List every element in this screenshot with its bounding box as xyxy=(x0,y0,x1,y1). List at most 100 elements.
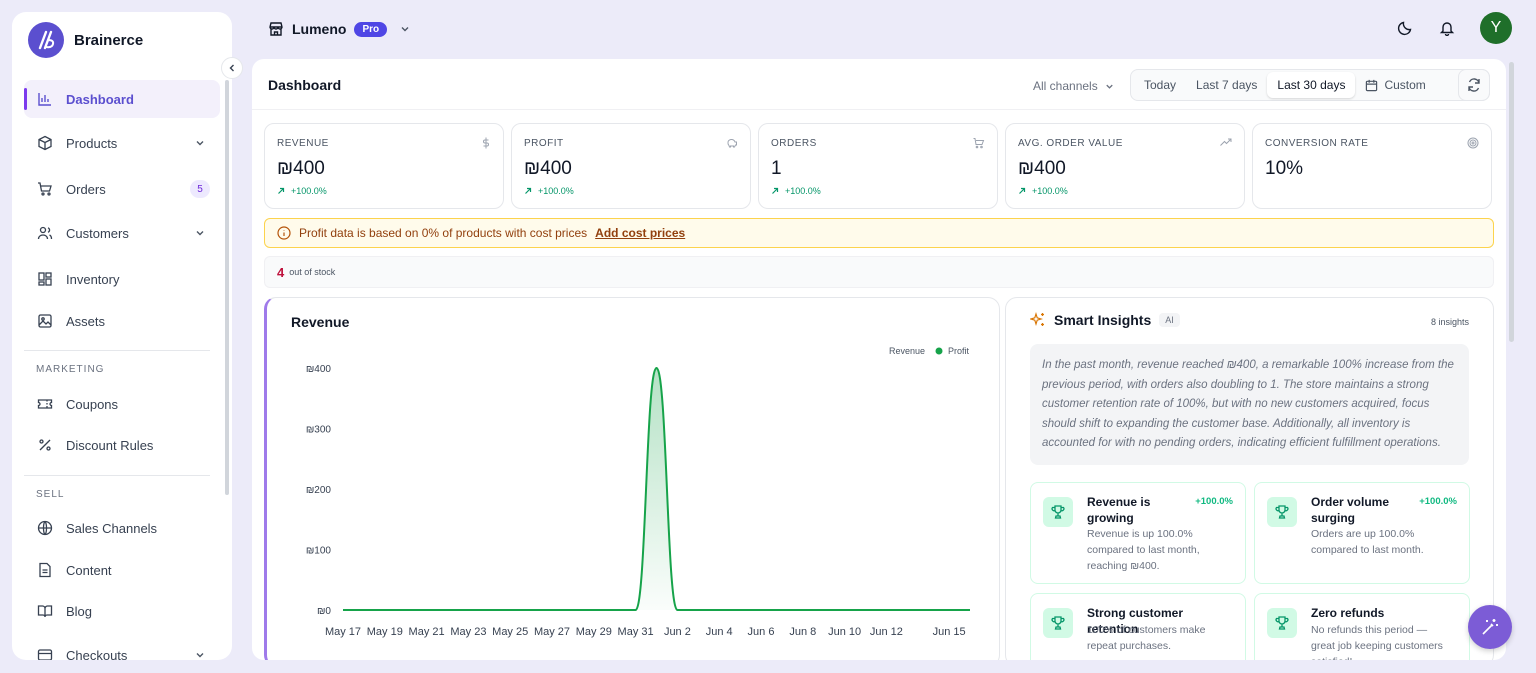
sidebar-divider xyxy=(24,350,210,351)
sidebar-item-dashboard[interactable]: Dashboard xyxy=(24,80,220,118)
refresh-button[interactable] xyxy=(1458,69,1490,101)
chevron-down-icon xyxy=(399,23,411,35)
x-tick-label: Jun 12 xyxy=(870,626,903,638)
store-switcher[interactable]: Lumeno Pro xyxy=(268,18,411,40)
sidebar-item-blog[interactable]: Blog xyxy=(24,592,220,630)
collapse-sidebar-button[interactable] xyxy=(221,57,243,79)
brand-name: Brainerce xyxy=(74,31,144,49)
insights-count: 8 insights xyxy=(1430,317,1469,327)
main-scrollbar[interactable] xyxy=(1509,62,1514,342)
avatar[interactable]: Y xyxy=(1480,12,1512,44)
trophy-icon xyxy=(1267,608,1297,638)
sidebar-item-checkouts[interactable]: Checkouts xyxy=(24,636,220,660)
chevron-down-icon xyxy=(194,227,206,239)
kpi-change-value: +100.0% xyxy=(1032,186,1068,196)
x-tick-label: May 31 xyxy=(618,626,654,638)
chevron-left-icon xyxy=(229,64,234,72)
chevron-down-icon xyxy=(194,137,206,149)
insight-description: Orders are up 100.0% compared to last mo… xyxy=(1311,528,1424,556)
range-30-days-button[interactable]: Last 30 days xyxy=(1267,72,1356,98)
sidebar-item-content[interactable]: Content xyxy=(24,551,220,589)
out-of-stock-banner[interactable]: 4 out of stock xyxy=(264,256,1494,288)
sidebar-scrollbar[interactable] xyxy=(225,80,229,495)
cart-icon xyxy=(36,180,54,198)
insight-title: Strong customer retention xyxy=(1087,606,1184,636)
out-of-stock-count: 4 xyxy=(277,264,285,280)
insight-description: Revenue is up 100.0% compared to last mo… xyxy=(1087,528,1200,572)
header-divider xyxy=(252,109,1506,110)
users-icon xyxy=(36,224,54,242)
section-label-sell: SELL xyxy=(36,489,65,500)
insight-title: Order volume surging xyxy=(1311,495,1390,525)
insight-card[interactable]: Revenue is growing +100.0% Revenue is up… xyxy=(1030,482,1246,584)
card-icon xyxy=(36,646,54,660)
grid-icon xyxy=(36,270,54,288)
x-tick-label: Jun 6 xyxy=(748,626,775,638)
range-custom-button[interactable]: Custom xyxy=(1355,72,1435,98)
series-area-profit xyxy=(343,368,970,610)
insight-description: 100% of customers make repeat purchases. xyxy=(1087,624,1206,652)
sidebar-item-orders[interactable]: Orders 5 xyxy=(24,170,220,208)
kpi-card-conversion-rate[interactable]: CONVERSION RATE 10% xyxy=(1252,123,1492,209)
sidebar-item-customers[interactable]: Customers xyxy=(24,214,220,252)
range-today-button[interactable]: Today xyxy=(1144,78,1177,92)
sidebar-item-sales-channels[interactable]: Sales Channels xyxy=(24,509,220,547)
x-tick-label: May 17 xyxy=(325,626,361,638)
kpi-card-profit[interactable]: PROFIT ₪400 +100.0% xyxy=(511,123,751,209)
x-tick-label: May 25 xyxy=(492,626,528,638)
book-icon xyxy=(36,602,54,620)
sidebar-item-label: Content xyxy=(66,562,112,578)
ticket-icon xyxy=(36,395,54,413)
x-tick-label: Jun 8 xyxy=(789,626,816,638)
trend-up-arrow-icon xyxy=(525,187,532,194)
range-7-days-button[interactable]: Last 7 days xyxy=(1196,78,1258,92)
sidebar-item-products[interactable]: Products xyxy=(24,124,220,162)
target-icon xyxy=(1467,137,1479,149)
kpi-label: PROFIT xyxy=(524,138,564,149)
kpi-card-revenue[interactable]: REVENUE ₪400 +100.0% xyxy=(264,123,504,209)
magic-wand-icon xyxy=(1482,619,1498,635)
kpi-change: +100.0% xyxy=(277,186,327,196)
x-tick-label: Jun 15 xyxy=(933,626,966,638)
brand[interactable]: Brainerce xyxy=(28,22,143,58)
alert-text: Profit data is based on 0% of products w… xyxy=(299,226,588,240)
kpi-card-avg-order-value[interactable]: AVG. ORDER VALUE ₪400 +100.0% xyxy=(1005,123,1245,209)
sidebar-item-inventory[interactable]: Inventory xyxy=(24,260,220,298)
image-icon xyxy=(36,312,54,330)
chevron-down-icon xyxy=(194,649,206,660)
refresh-icon xyxy=(1468,78,1480,92)
percent-icon xyxy=(36,436,54,454)
sidebar-item-assets[interactable]: Assets xyxy=(24,302,220,340)
sidebar-item-coupons[interactable]: Coupons xyxy=(24,385,220,423)
sidebar-item-label: Inventory xyxy=(66,271,120,287)
store-name: Lumeno xyxy=(292,21,347,37)
trend-up-arrow-icon xyxy=(772,187,779,194)
insight-card[interactable]: Order volume surging +100.0% Orders are … xyxy=(1254,482,1470,584)
piggy-bank-icon xyxy=(726,137,738,149)
theme-toggle-moon-icon[interactable] xyxy=(1395,18,1415,38)
cost-price-alert: Profit data is based on 0% of products w… xyxy=(264,218,1494,248)
insight-title: Zero refunds xyxy=(1311,606,1385,620)
kpi-value: 10% xyxy=(1265,158,1304,179)
kpi-label: REVENUE xyxy=(277,138,329,149)
sidebar-divider xyxy=(24,475,210,476)
insights-title: Smart Insights xyxy=(1054,312,1152,328)
insight-card[interactable]: Strong customer retention 100% of custom… xyxy=(1030,593,1246,660)
kpi-card-orders[interactable]: ORDERS 1 +100.0% xyxy=(758,123,998,209)
insight-card[interactable]: Zero refunds No refunds this period — gr… xyxy=(1254,593,1470,660)
add-cost-prices-link[interactable]: Add cost prices xyxy=(595,226,686,240)
y-tick-label: ₪300 xyxy=(306,425,332,436)
globe-icon xyxy=(36,519,54,537)
ai-assistant-button[interactable] xyxy=(1468,605,1512,649)
kpi-change-value: +100.0% xyxy=(291,186,327,196)
legend-marker-profit xyxy=(935,347,943,355)
x-tick-label: May 23 xyxy=(450,626,486,638)
channel-select[interactable]: All channels xyxy=(1033,79,1115,93)
trophy-icon xyxy=(1043,608,1073,638)
bar-chart-icon xyxy=(36,90,54,108)
revenue-chart: ₪0 ₪100 ₪200 ₪300 ₪400 May 17 May 19 May 21 May … xyxy=(306,346,970,638)
sidebar-item-discount-rules[interactable]: Discount Rules xyxy=(24,426,220,464)
insight-description: No refunds this period — great job keepi… xyxy=(1311,624,1443,660)
sidebar-item-label: Discount Rules xyxy=(66,437,154,453)
bell-icon[interactable] xyxy=(1437,18,1457,38)
